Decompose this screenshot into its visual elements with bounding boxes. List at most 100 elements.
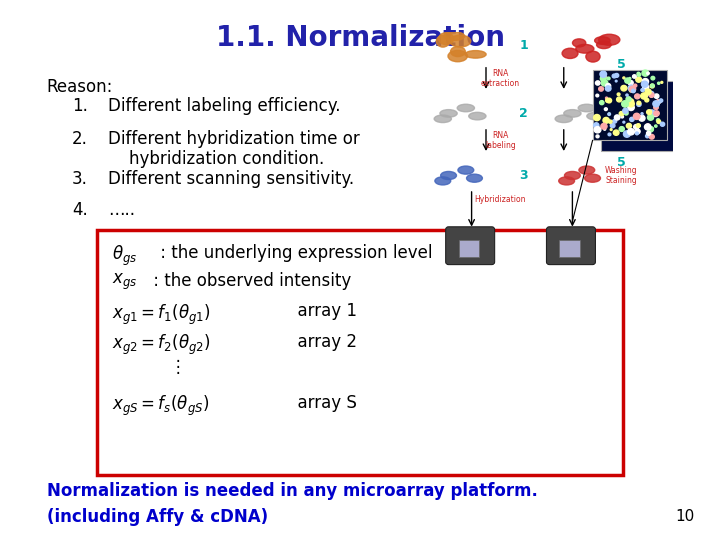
Circle shape [595, 81, 600, 85]
Text: 5: 5 [617, 156, 626, 168]
Text: Normalization is needed in any microarray platform.: Normalization is needed in any microarra… [47, 482, 538, 500]
Circle shape [606, 84, 611, 88]
Circle shape [660, 99, 662, 102]
Circle shape [622, 101, 628, 107]
Circle shape [658, 100, 661, 103]
Circle shape [629, 78, 631, 79]
Ellipse shape [457, 104, 474, 112]
Circle shape [628, 104, 634, 111]
Circle shape [608, 99, 610, 102]
Ellipse shape [585, 174, 600, 183]
Circle shape [657, 120, 661, 124]
Circle shape [657, 82, 660, 84]
Ellipse shape [578, 104, 595, 112]
Circle shape [630, 117, 634, 122]
Circle shape [606, 86, 611, 91]
Circle shape [608, 120, 612, 123]
Circle shape [612, 74, 616, 78]
Circle shape [650, 84, 654, 88]
Text: : the underlying expression level: : the underlying expression level [155, 244, 432, 262]
Circle shape [613, 119, 617, 123]
Circle shape [634, 125, 639, 130]
Circle shape [624, 131, 630, 137]
Circle shape [619, 111, 624, 116]
Circle shape [641, 93, 647, 99]
Circle shape [641, 89, 644, 92]
Circle shape [611, 123, 615, 128]
Text: 2.: 2. [72, 130, 88, 147]
Circle shape [600, 100, 604, 105]
Ellipse shape [450, 35, 471, 47]
Circle shape [626, 123, 631, 128]
Circle shape [600, 71, 606, 77]
Circle shape [618, 116, 620, 118]
Circle shape [608, 113, 611, 116]
Ellipse shape [555, 115, 572, 123]
FancyBboxPatch shape [97, 230, 623, 475]
Circle shape [629, 89, 632, 92]
Circle shape [622, 101, 629, 107]
Circle shape [654, 125, 657, 127]
Text: $\vdots$: $\vdots$ [169, 357, 180, 376]
Circle shape [647, 72, 649, 75]
Circle shape [628, 101, 634, 107]
Circle shape [649, 110, 655, 116]
Circle shape [642, 78, 649, 84]
Circle shape [642, 81, 648, 87]
Text: 3.: 3. [72, 170, 88, 188]
Circle shape [615, 73, 618, 77]
Circle shape [606, 97, 608, 99]
Text: array 1: array 1 [266, 302, 357, 320]
Circle shape [636, 132, 639, 135]
Circle shape [644, 124, 651, 130]
Circle shape [623, 122, 625, 123]
Circle shape [626, 97, 631, 102]
Circle shape [629, 86, 636, 92]
Circle shape [604, 108, 608, 111]
Circle shape [619, 126, 624, 131]
Ellipse shape [444, 32, 464, 40]
Circle shape [603, 117, 609, 123]
Circle shape [599, 87, 603, 91]
Text: Hybridization: Hybridization [474, 195, 526, 204]
Circle shape [621, 85, 627, 91]
Text: …..: ….. [108, 201, 135, 219]
Circle shape [648, 127, 653, 132]
Circle shape [654, 94, 659, 98]
Ellipse shape [438, 33, 454, 45]
Circle shape [633, 75, 636, 78]
Circle shape [608, 113, 610, 114]
Circle shape [653, 101, 660, 107]
Circle shape [636, 124, 640, 127]
Circle shape [654, 105, 658, 110]
Circle shape [594, 126, 601, 133]
FancyBboxPatch shape [546, 227, 595, 265]
Circle shape [610, 129, 612, 131]
Bar [559, 240, 580, 256]
Circle shape [608, 133, 611, 136]
Ellipse shape [562, 48, 578, 58]
Ellipse shape [597, 41, 611, 49]
Ellipse shape [595, 37, 610, 44]
Ellipse shape [576, 44, 594, 53]
Circle shape [634, 94, 640, 99]
Circle shape [635, 129, 640, 134]
Text: 2: 2 [519, 107, 528, 120]
Text: Different scanning sensitivity.: Different scanning sensitivity. [108, 170, 354, 188]
Circle shape [600, 72, 603, 75]
Circle shape [636, 103, 641, 106]
Circle shape [647, 124, 649, 127]
Circle shape [643, 85, 649, 90]
Circle shape [653, 112, 658, 117]
Ellipse shape [579, 166, 595, 174]
Text: array S: array S [266, 394, 357, 412]
Text: 5: 5 [617, 58, 626, 71]
Circle shape [661, 82, 663, 83]
Circle shape [649, 134, 654, 139]
Text: RNA
extraction: RNA extraction [481, 69, 520, 88]
Text: $x_{g2} = f_2(\theta_{g2})$: $x_{g2} = f_2(\theta_{g2})$ [112, 333, 210, 357]
Circle shape [639, 116, 645, 121]
Circle shape [601, 123, 607, 129]
Bar [601, 81, 676, 151]
Circle shape [600, 76, 606, 82]
